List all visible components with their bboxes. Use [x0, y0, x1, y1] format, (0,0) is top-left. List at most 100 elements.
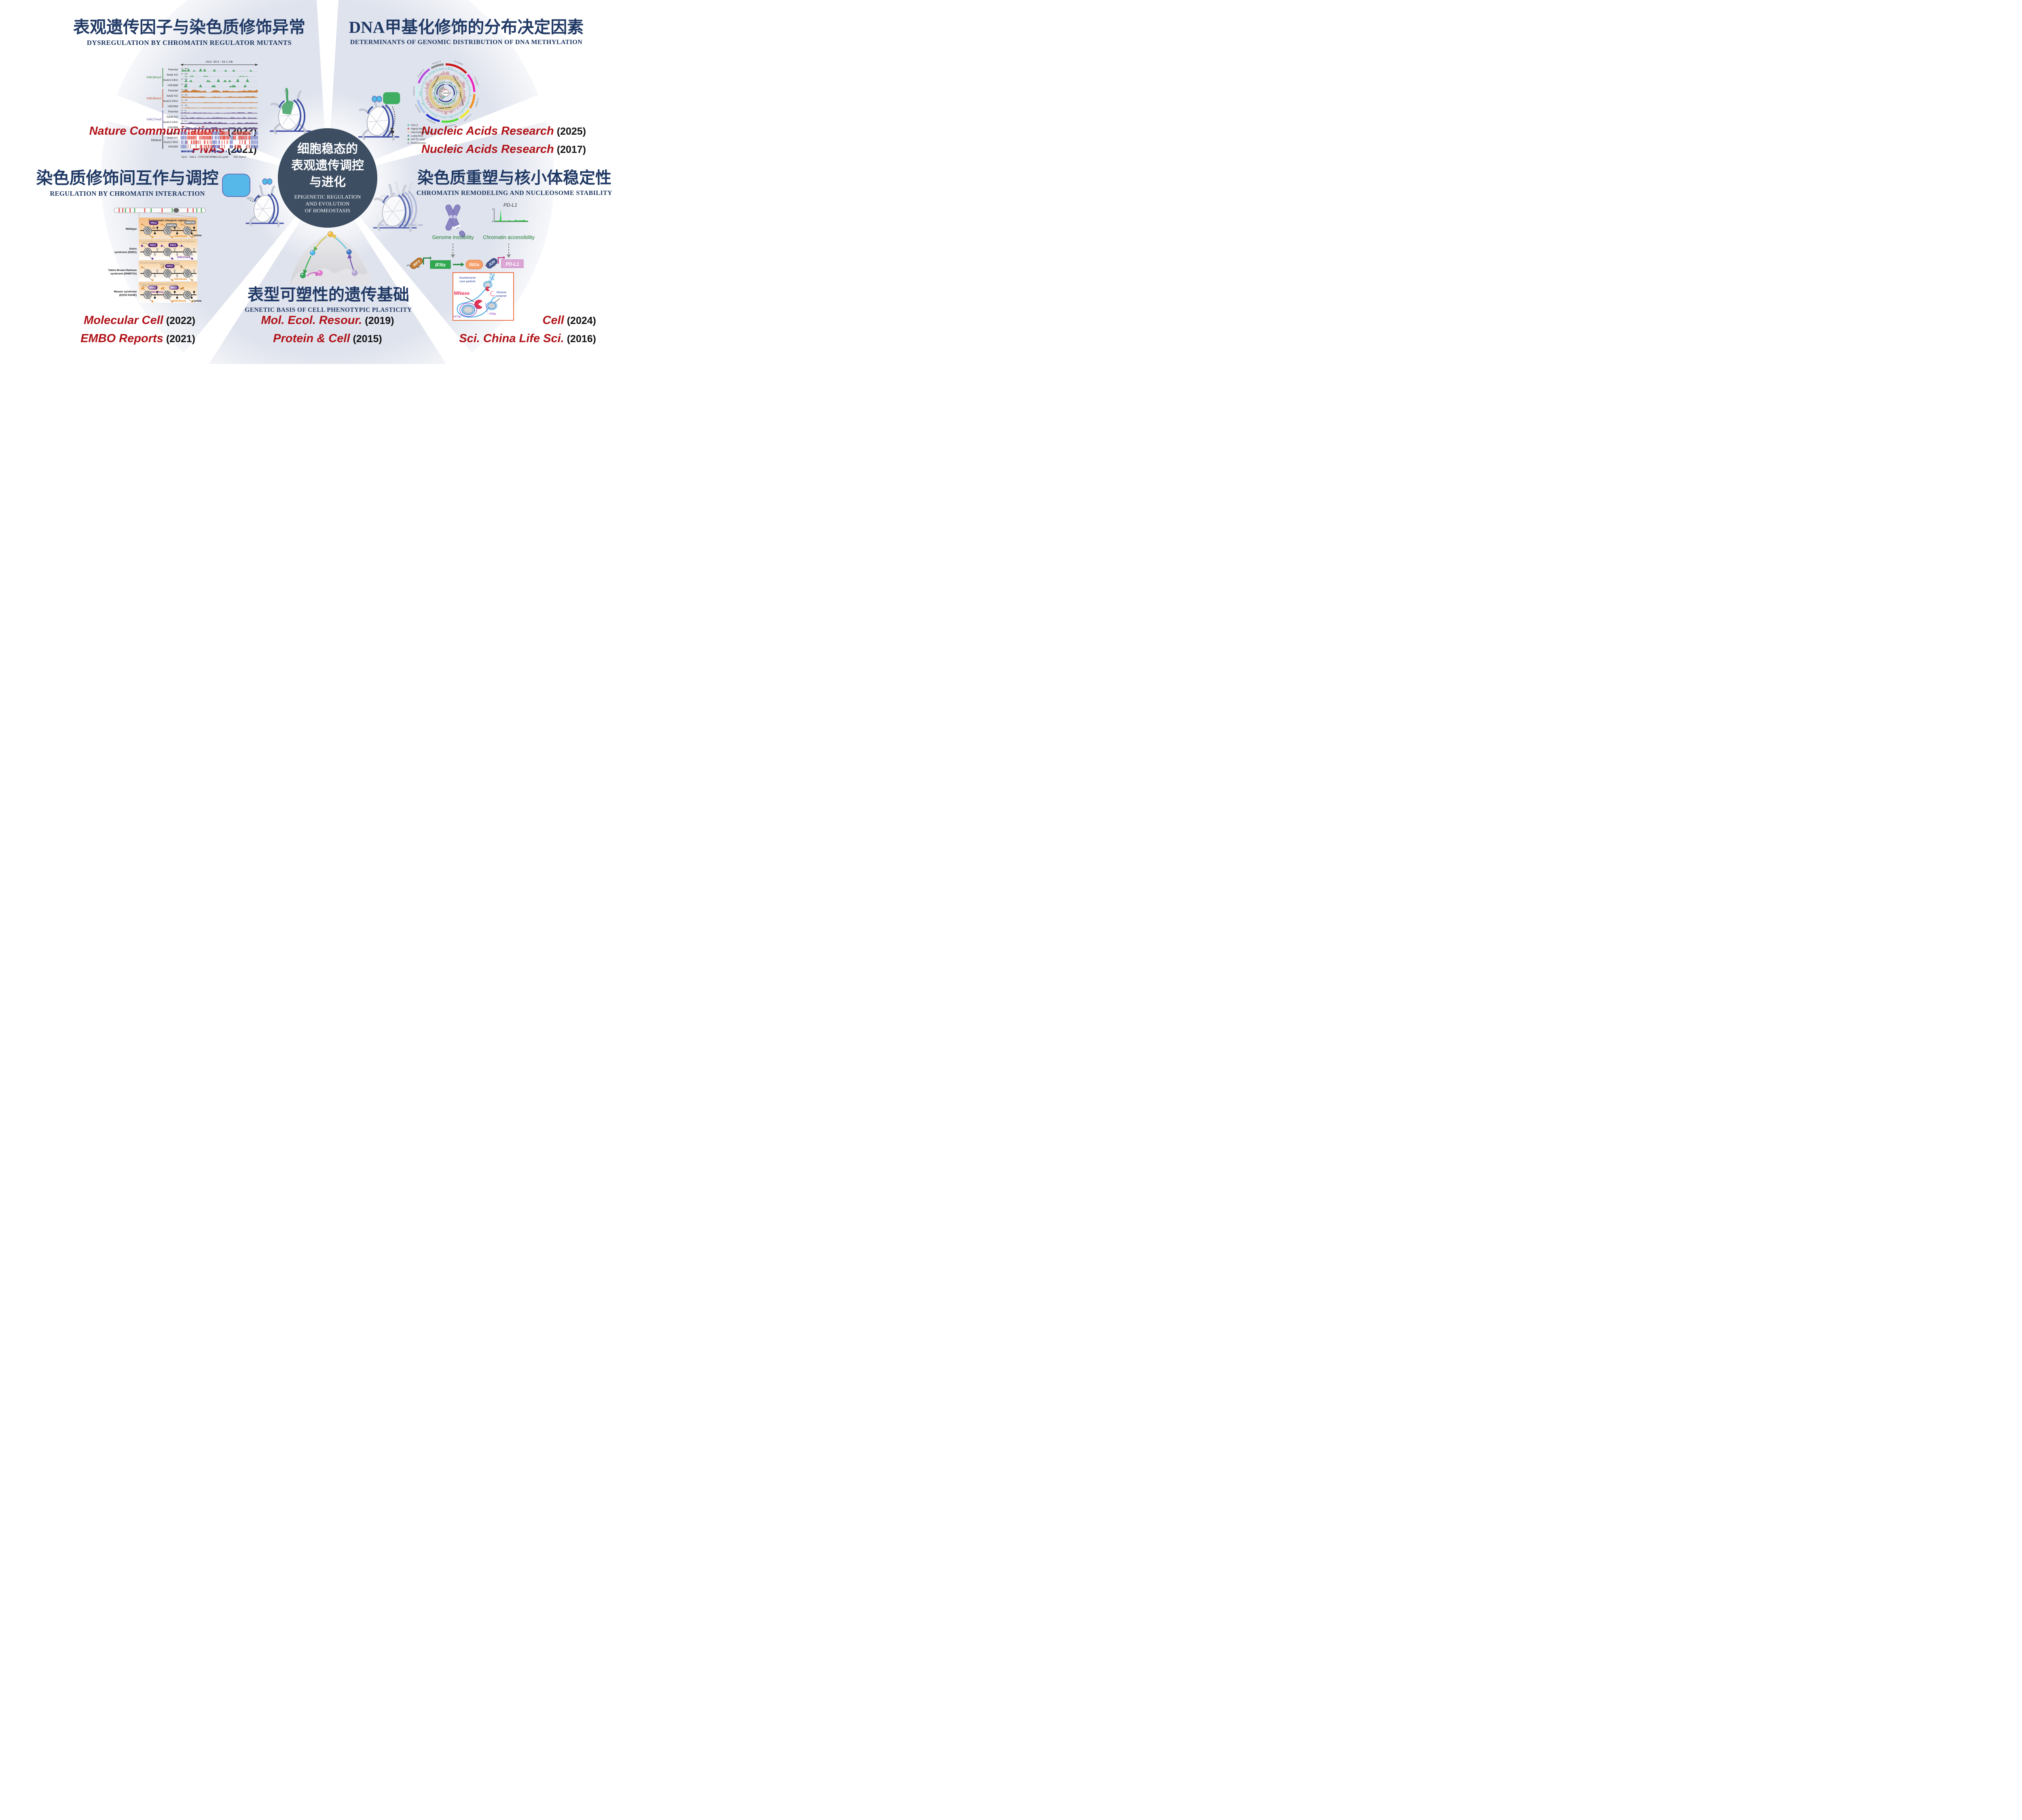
svg-text:H3K36M: H3K36M	[168, 126, 178, 129]
nucleosome-writer-icon-top-left	[267, 88, 315, 138]
nucleosome-chain	[489, 273, 495, 282]
center-title-zh: 细胞稳态的 表观遗传调控 与进化	[291, 142, 364, 189]
svg-text:Nucleosome: Nucleosome	[459, 276, 476, 279]
chromatin-accessibility-label: Chromatin accessibility	[483, 235, 535, 240]
remodeling-figure: PD-L1 1 0 Genome instability Chromatin a…	[406, 202, 535, 321]
svg-text:Nucleosomes: Nucleosomes	[411, 142, 426, 145]
svg-text:PRC2: PRC2	[151, 222, 157, 224]
svg-text:PD-L1: PD-L1	[506, 262, 519, 267]
svg-text:PD-L1: PD-L1	[503, 202, 517, 208]
svg-text:H3K36M: H3K36M	[168, 146, 178, 148]
svg-text:(0 - 5): (0 - 5)	[181, 110, 186, 112]
state-transition-arrows	[303, 235, 354, 277]
svg-text:Euchromatic intergenic regions: Euchromatic intergenic regions	[149, 219, 187, 222]
svg-text:Acvr2a: Acvr2a	[214, 156, 222, 159]
broken-chromosome-icon	[445, 204, 465, 237]
svg-text:?: ?	[180, 265, 182, 269]
svg-text:Lypd6: Lypd6	[222, 156, 228, 159]
svg-text:1: 1	[492, 208, 494, 211]
svg-text:147bp: 147bp	[453, 315, 461, 318]
pubs-mid-right: Cell (2024) Sci. China Life Sci. (2016)	[425, 312, 596, 349]
nucleosome-methylation-icon-top-right	[355, 92, 408, 142]
cell-state-balls	[300, 231, 358, 279]
svg-text:PRC2: PRC2	[170, 244, 176, 247]
pubs-mid-left: Molecular Cell (2022) EMBO Reports (2021)	[24, 312, 195, 349]
chromatin-syndromes-figure: Euchromatic intergenic regions Wildtype PR…	[108, 207, 206, 303]
svg-text:scf_8254803: scf_8254803	[454, 60, 464, 66]
svg-text:Setd2 KO: Setd2 KO	[167, 95, 178, 97]
svg-text:(0 - 50): (0 - 50)	[181, 68, 188, 70]
circos-plot-figure: scf_8254803 scf_8254667 scf_8254697 scf_825…	[407, 60, 480, 145]
svg-text:PRC2: PRC2	[150, 244, 156, 247]
genome-instability-label: Genome instability	[432, 235, 474, 240]
svg-text:syndrome (DNMT3A): syndrome (DNMT3A)	[110, 273, 137, 275]
svg-text:scf_8254752: scf_8254752	[446, 124, 456, 127]
section-title: 表型可塑性的遗传基础	[247, 286, 409, 304]
svg-text:Nsd1/2 DKO: Nsd1/2 DKO	[164, 141, 178, 144]
svg-text:Nsd1/2 DKO: Nsd1/2 DKO	[163, 100, 178, 103]
svg-text:Weaver syndrome: Weaver syndrome	[114, 290, 137, 293]
svg-text:scf_8254491: scf_8254491	[431, 60, 441, 65]
center-title-en: EPIGENETIC REGULATION AND EVOLUTION OF HOM…	[294, 194, 361, 214]
svg-text:(0 - 30): (0 - 30)	[181, 94, 188, 96]
svg-text:ISGs: ISGs	[469, 262, 479, 267]
svg-text:Kynu: Kynu	[182, 156, 188, 159]
svg-text:H3K36M: H3K36M	[168, 105, 178, 108]
svg-text:PRC2: PRC2	[167, 265, 173, 268]
svg-text:?: ?	[163, 265, 165, 269]
section-title: 染色质重塑与核小体稳定性	[417, 169, 611, 187]
svg-text:Parental: Parental	[168, 110, 178, 113]
svg-text:Neb: Neb	[234, 156, 239, 159]
svg-text:Setd2 KO: Setd2 KO	[167, 116, 178, 119]
svg-text:(EZH2 K634E): (EZH2 K634E)	[119, 294, 137, 297]
mnase-digestion-diagram: Nucleosome core particle MNase Histone o…	[453, 272, 514, 321]
svg-text:Stam2: Stam2	[239, 156, 246, 159]
svg-text:(0 - 50): (0 - 50)	[181, 78, 188, 80]
svg-text:Setd2 KO: Setd2 KO	[167, 74, 178, 76]
publication: Protein & Cell (2015)	[273, 332, 382, 345]
svg-text:H3K27me3: H3K27me3	[177, 256, 190, 259]
svg-text:PRC2: PRC2	[171, 287, 177, 289]
svg-text:H3K36me3: H3K36me3	[146, 76, 161, 79]
section-subtitle: CHROMATIN REMODELING AND NUCLEOSOME STAB…	[416, 190, 613, 197]
pubs-top-right: Nucleic Acids Research (2025) Nucleic Aci…	[421, 123, 615, 159]
svg-text:1700019E08Rik: 1700019E08Rik	[197, 156, 216, 159]
writer-enzyme-icon	[222, 174, 250, 197]
svg-text:PRC2: PRC2	[150, 287, 156, 289]
mnase-enzyme-icon	[474, 300, 482, 309]
svg-text:core particle: core particle	[459, 279, 476, 283]
svg-text:Parental: Parental	[168, 68, 178, 71]
svg-text:Setd2 KO: Setd2 KO	[167, 137, 178, 140]
svg-text:H3K36me2: H3K36me2	[146, 97, 161, 100]
publication: EMBO Reports (2021)	[80, 332, 195, 345]
section-mid-right-header: 染色质重塑与核小体稳定性 CHROMATIN REMODELING AND NU…	[413, 169, 615, 197]
svg-text:DNMT3A: DNMT3A	[167, 224, 176, 227]
svg-text:Sotos: Sotos	[129, 248, 137, 250]
svg-text:(0 - 5): (0 - 5)	[181, 125, 186, 128]
svg-text:TTHERM_01624890: TTHERM_01624890	[438, 106, 451, 109]
svg-text:MNase: MNase	[454, 290, 470, 296]
svg-text:~50bp: ~50bp	[488, 313, 496, 315]
svg-text:H3K27me3: H3K27me3	[150, 291, 164, 294]
center-theme-circle: 细胞稳态的 表观遗传调控 与进化 EPIGENETIC REGULATION AND …	[278, 128, 377, 228]
section-mid-left-header: 染色质修饰间互作与调控 REGULATION BY CHROMATIN INTE…	[22, 169, 233, 198]
svg-text:scf_8254470: scf_8254470	[412, 87, 415, 97]
svg-text:H2A.Z: H2A.Z	[411, 124, 418, 127]
svg-text:Loss of H3K36me2 and DNMT3A re: Loss of H3K36me2 and DNMT3A recruitment …	[140, 241, 195, 243]
svg-text:(0 - 30): (0 - 30)	[181, 99, 188, 102]
svg-text:H3K36me2: H3K36me2	[173, 300, 186, 303]
publication: Cell (2024)	[542, 314, 596, 327]
svg-text:Highly-6mA: Highly-6mA	[411, 127, 424, 130]
svg-text:GA*TC motif: GA*TC motif	[411, 138, 425, 141]
svg-text:Parental: Parental	[168, 89, 178, 92]
svg-text:Parental: Parental	[169, 132, 178, 135]
svg-text:DNAme: DNAme	[151, 138, 161, 142]
section-bottom-header: 表型可塑性的遗传基础 GENETIC BASIS OF CELL PHENOTY…	[223, 286, 434, 314]
svg-text:(0 - 50): (0 - 50)	[181, 83, 188, 86]
svg-text:Wildtype: Wildtype	[126, 228, 137, 231]
svg-text:(0 - 5): (0 - 5)	[181, 120, 186, 123]
publication: Nucleic Acids Research (2025)	[421, 125, 586, 138]
svg-text:Nsd1/2 DKO: Nsd1/2 DKO	[163, 79, 178, 82]
pubs-bottom: Mol. Ecol. Resour. (2019) Protein & Cell(…	[247, 312, 408, 349]
